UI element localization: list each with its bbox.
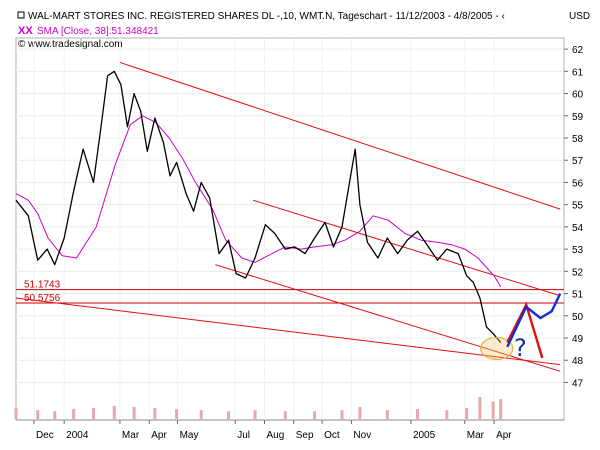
y-tick-label: 59 xyxy=(572,112,584,123)
grid xyxy=(16,38,564,420)
y-tick-label: 58 xyxy=(572,134,584,145)
highlight xyxy=(480,336,514,361)
sma-legend-text: SMA [Close, 38]:51.348421 xyxy=(37,26,159,37)
volume-bar xyxy=(465,408,469,419)
x-tick-label: 2004 xyxy=(66,430,89,441)
y-axis-ticks: 47 48 49 50 51 52 53 54 55 56 57 58 59 60 61 62 xyxy=(564,45,584,389)
volume-bar xyxy=(445,410,449,419)
x-axis-ticks: Dec 2004 Mar Apr May Jul Aug Sep Oct Nov 2005 Mar Ap… xyxy=(33,420,512,441)
x-tick-label: Mar xyxy=(467,430,485,441)
y-tick-label: 50 xyxy=(572,312,584,323)
volume-bar xyxy=(112,405,116,419)
y-tick-label: 62 xyxy=(572,45,584,56)
y-tick-label: 54 xyxy=(572,223,584,234)
volume-bar xyxy=(14,408,18,419)
level-label: 50.5756 xyxy=(24,293,61,304)
price-line xyxy=(15,70,502,343)
volume-bar xyxy=(153,408,157,419)
volume-bar xyxy=(313,411,317,419)
x-tick-label: Sep xyxy=(296,430,314,441)
volume-bar xyxy=(199,410,203,419)
sma-legend-icon: XX xyxy=(18,25,33,37)
y-tick-label: 51 xyxy=(572,290,584,301)
volume-bar xyxy=(53,411,57,419)
question-annotation: ? xyxy=(514,334,527,362)
currency-label: USD xyxy=(569,11,590,22)
x-tick-label: Apr xyxy=(496,430,512,441)
x-tick-label: May xyxy=(180,430,199,441)
y-tick-label: 48 xyxy=(572,356,584,367)
projection-paths xyxy=(506,293,562,359)
sma-line xyxy=(15,115,502,288)
y-tick-label: 61 xyxy=(572,67,584,78)
x-tick-label: Jul xyxy=(237,430,250,441)
y-tick-label: 52 xyxy=(572,267,584,278)
x-tick-label: Nov xyxy=(353,430,371,441)
trend-line-upper-channel xyxy=(119,61,561,210)
x-tick-label: Oct xyxy=(324,430,340,441)
chart-title: WAL-MART STORES INC. REGISTERED SHARES D… xyxy=(28,11,505,22)
volume-bar xyxy=(132,406,136,419)
volume-bar xyxy=(340,410,344,419)
volume-bar xyxy=(91,408,95,419)
volume-bar xyxy=(385,410,389,419)
x-tick-label: Dec xyxy=(36,430,54,441)
volume-bar xyxy=(175,409,179,419)
series xyxy=(15,70,502,343)
y-tick-label: 53 xyxy=(572,245,584,256)
horizontal-levels: 51.1743 50.5756 xyxy=(16,280,564,304)
volume-bar xyxy=(36,410,40,419)
volume-bar xyxy=(416,409,420,419)
red-projection xyxy=(506,301,544,359)
volume-bar xyxy=(358,406,362,419)
y-tick-label: 60 xyxy=(572,90,584,101)
volume-bar xyxy=(491,401,495,419)
trend-line-lower-channel xyxy=(215,264,561,372)
y-tick-label: 47 xyxy=(572,378,584,389)
volume-bar xyxy=(499,399,503,419)
trend-line-middle-channel xyxy=(253,199,561,297)
volume-bars xyxy=(14,397,503,419)
level-label: 51.1743 xyxy=(24,280,61,291)
x-tick-label: 2005 xyxy=(413,430,436,441)
x-tick-label: Mar xyxy=(122,430,140,441)
low-highlight-circle xyxy=(480,336,514,361)
volume-bar xyxy=(72,409,76,419)
volume-bar xyxy=(283,411,287,419)
volume-bar xyxy=(253,410,257,419)
source-label: © www.tradesignal.com xyxy=(18,39,123,50)
y-tick-label: 57 xyxy=(572,156,584,167)
trend-lines xyxy=(15,61,561,372)
volume-bar xyxy=(227,411,231,419)
trend-line-support-line xyxy=(15,297,561,366)
x-tick-label: Apr xyxy=(151,430,167,441)
y-tick-label: 56 xyxy=(572,178,584,189)
x-tick-label: Aug xyxy=(266,430,284,441)
y-tick-label: 49 xyxy=(572,334,584,345)
blue-projection xyxy=(506,293,562,348)
volume-bar xyxy=(478,397,482,419)
price-legend-icon xyxy=(17,11,25,19)
y-tick-label: 55 xyxy=(572,201,584,212)
